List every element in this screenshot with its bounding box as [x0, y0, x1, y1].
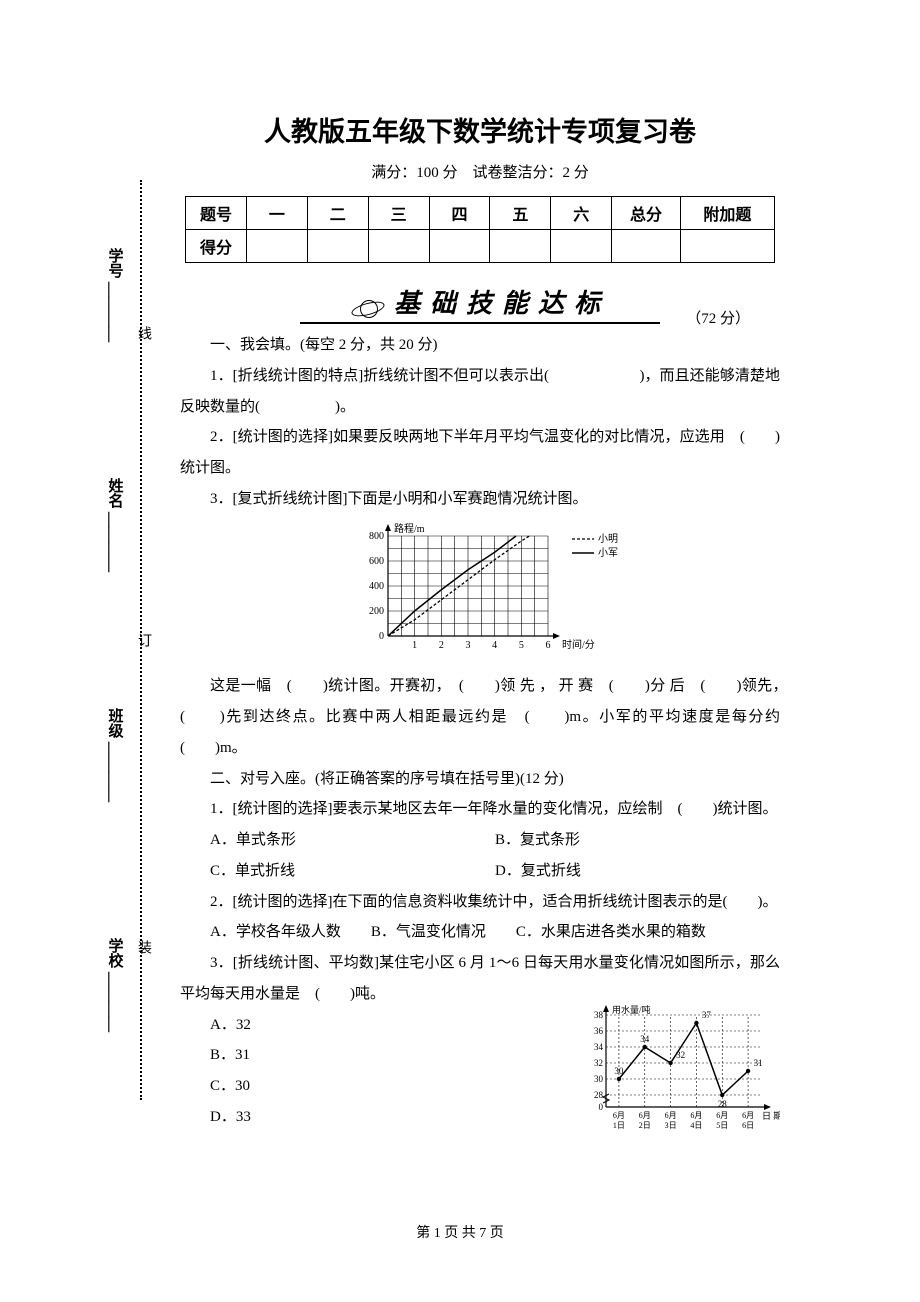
svg-text:37: 37 [702, 1010, 712, 1020]
cell [429, 230, 490, 263]
s1-heading: 一、我会填。(每空 2 分，共 20 分) [180, 330, 780, 361]
svg-text:日 期: 日 期 [762, 1111, 780, 1121]
cell [368, 230, 429, 263]
race-chart: 0200400600800123456路程/m时间/分小明小军 [350, 521, 610, 651]
svg-text:5日: 5日 [716, 1121, 728, 1130]
col-extra: 附加题 [680, 197, 774, 230]
col-6: 六 [551, 197, 612, 230]
banner-underline [300, 322, 660, 324]
svg-text:36: 36 [594, 1026, 604, 1036]
svg-text:2日: 2日 [639, 1121, 651, 1130]
svg-text:30: 30 [614, 1066, 624, 1076]
cell [307, 230, 368, 263]
col-total: 总分 [612, 197, 681, 230]
svg-text:小军: 小军 [598, 547, 618, 559]
dot-label: 线 [133, 326, 153, 340]
svg-text:34: 34 [594, 1042, 604, 1052]
s2-q2: 2．[统计图的选择]在下面的信息资料收集统计中，适合用折线统计图表示的是( )。 [180, 887, 780, 918]
subtitle: 满分：100 分 试卷整洁分：2 分 [180, 161, 780, 182]
svg-text:1日: 1日 [613, 1121, 625, 1130]
binding-dot-labels: 线 订 装 [133, 180, 153, 1100]
row-score-label: 得分 [186, 230, 247, 263]
svg-text:3: 3 [466, 640, 471, 651]
cell [551, 230, 612, 263]
svg-text:200: 200 [369, 606, 384, 617]
s1-q2: 2．[统计图的选择]如果要反映两地下半年月平均气温变化的对比情况，应选用 ( )… [180, 422, 780, 484]
svg-text:28: 28 [718, 1099, 728, 1109]
cell [246, 230, 307, 263]
page-title: 人教版五年级下数学统计专项复习卷 [180, 110, 780, 149]
svg-text:时间/分: 时间/分 [562, 638, 595, 651]
svg-text:6月: 6月 [690, 1111, 702, 1120]
page-footer: 第 1 页 共 7 页 [0, 1222, 920, 1242]
svg-text:6月: 6月 [716, 1111, 728, 1120]
s2-q3: 3．[折线统计图、平均数]某住宅小区 6 月 1～6 日每天用水量变化情况如图所… [180, 948, 780, 1010]
cell [490, 230, 551, 263]
svg-text:32: 32 [676, 1050, 685, 1060]
svg-text:6: 6 [546, 640, 551, 651]
svg-text:小明: 小明 [598, 533, 618, 545]
section-banner: 基础技能达标 （72 分） [180, 283, 780, 324]
svg-text:6月: 6月 [665, 1111, 677, 1120]
s2-q1: 1．[统计图的选择]要表示某地区去年一年降水量的变化情况，应绘制 ( )统计图。 [180, 794, 780, 825]
col-4: 四 [429, 197, 490, 230]
dot-label: 订 [133, 633, 153, 647]
col-2: 二 [307, 197, 368, 230]
banner-score: （72 分） [686, 307, 750, 328]
planet-icon [350, 298, 386, 318]
svg-text:路程/m: 路程/m [394, 522, 425, 535]
svg-text:6月: 6月 [639, 1111, 651, 1120]
svg-text:38: 38 [594, 1010, 604, 1020]
s1-q1: 1．[折线统计图的特点]折线统计图不但可以表示出( )，而且还能够清楚地反映数量… [180, 361, 780, 423]
svg-text:2: 2 [439, 640, 444, 651]
svg-text:600: 600 [369, 556, 384, 567]
opt-d: D．复式折线 [495, 856, 780, 887]
banner-text: 基础技能达标 [394, 283, 610, 320]
cell [612, 230, 681, 263]
dot-label: 装 [133, 940, 153, 954]
svg-text:用水量/吨: 用水量/吨 [612, 1004, 651, 1015]
binding-name: 姓名 ＿＿＿＿ [105, 478, 126, 572]
svg-text:34: 34 [640, 1034, 650, 1044]
water-chart: 0283032343638303432372831用水量/吨日 期6月1日6月2… [580, 1002, 780, 1137]
svg-text:4: 4 [492, 640, 497, 651]
svg-text:30: 30 [594, 1074, 604, 1084]
opt-a: A．单式条形 [210, 825, 495, 856]
s2-q2-opts: A．学校各年级人数 B．气温变化情况 C．水果店进各类水果的箱数 [180, 917, 780, 948]
chart2-wrap: 0283032343638303432372831用水量/吨日 期6月1日6月2… [580, 1002, 780, 1137]
opt-b: B．复式条形 [495, 825, 780, 856]
col-3: 三 [368, 197, 429, 230]
svg-text:5: 5 [519, 640, 524, 651]
svg-text:31: 31 [754, 1058, 763, 1068]
col-1: 一 [246, 197, 307, 230]
s2-heading: 二、对号入座。(将正确答案的序号填在括号里)(12 分) [180, 764, 780, 795]
svg-text:32: 32 [594, 1058, 603, 1068]
svg-text:0: 0 [379, 631, 384, 642]
body-text: 一、我会填。(每空 2 分，共 20 分) 1．[折线统计图的特点]折线统计图不… [180, 330, 780, 1133]
svg-text:6日: 6日 [742, 1121, 754, 1130]
col-5: 五 [490, 197, 551, 230]
binding-school: 学校 ＿＿＿＿ [105, 938, 126, 1032]
binding-class: 班级 ＿＿＿＿ [105, 708, 126, 802]
svg-text:400: 400 [369, 581, 384, 592]
th-label: 题号 [186, 197, 247, 230]
s1-q3-text: 这是一幅 ( )统计图。开赛初， ( )领 先 ， 开 赛 ( )分 后 ( )… [180, 671, 780, 763]
binding-id: 学号 ＿＿＿＿ [105, 248, 126, 342]
svg-text:4日: 4日 [690, 1121, 702, 1130]
s1-q3-intro: 3．[复式折线统计图]下面是小明和小军赛跑情况统计图。 [180, 484, 780, 515]
cell [680, 230, 774, 263]
svg-text:800: 800 [369, 531, 384, 542]
chart1-wrap: 0 200 400 600 800 1 2 3 4 5 6 路程/m 时间/分 小明小军 [180, 521, 780, 668]
opt-c: C．单式折线 [210, 856, 495, 887]
svg-text:6月: 6月 [613, 1111, 625, 1120]
svg-text:1: 1 [412, 640, 417, 651]
svg-text:3日: 3日 [665, 1121, 677, 1130]
svg-text:6月: 6月 [742, 1111, 754, 1120]
score-table: 题号 一 二 三 四 五 六 总分 附加题 得分 [185, 196, 775, 263]
svg-text:0: 0 [599, 1102, 604, 1112]
svg-text:28: 28 [594, 1090, 604, 1100]
